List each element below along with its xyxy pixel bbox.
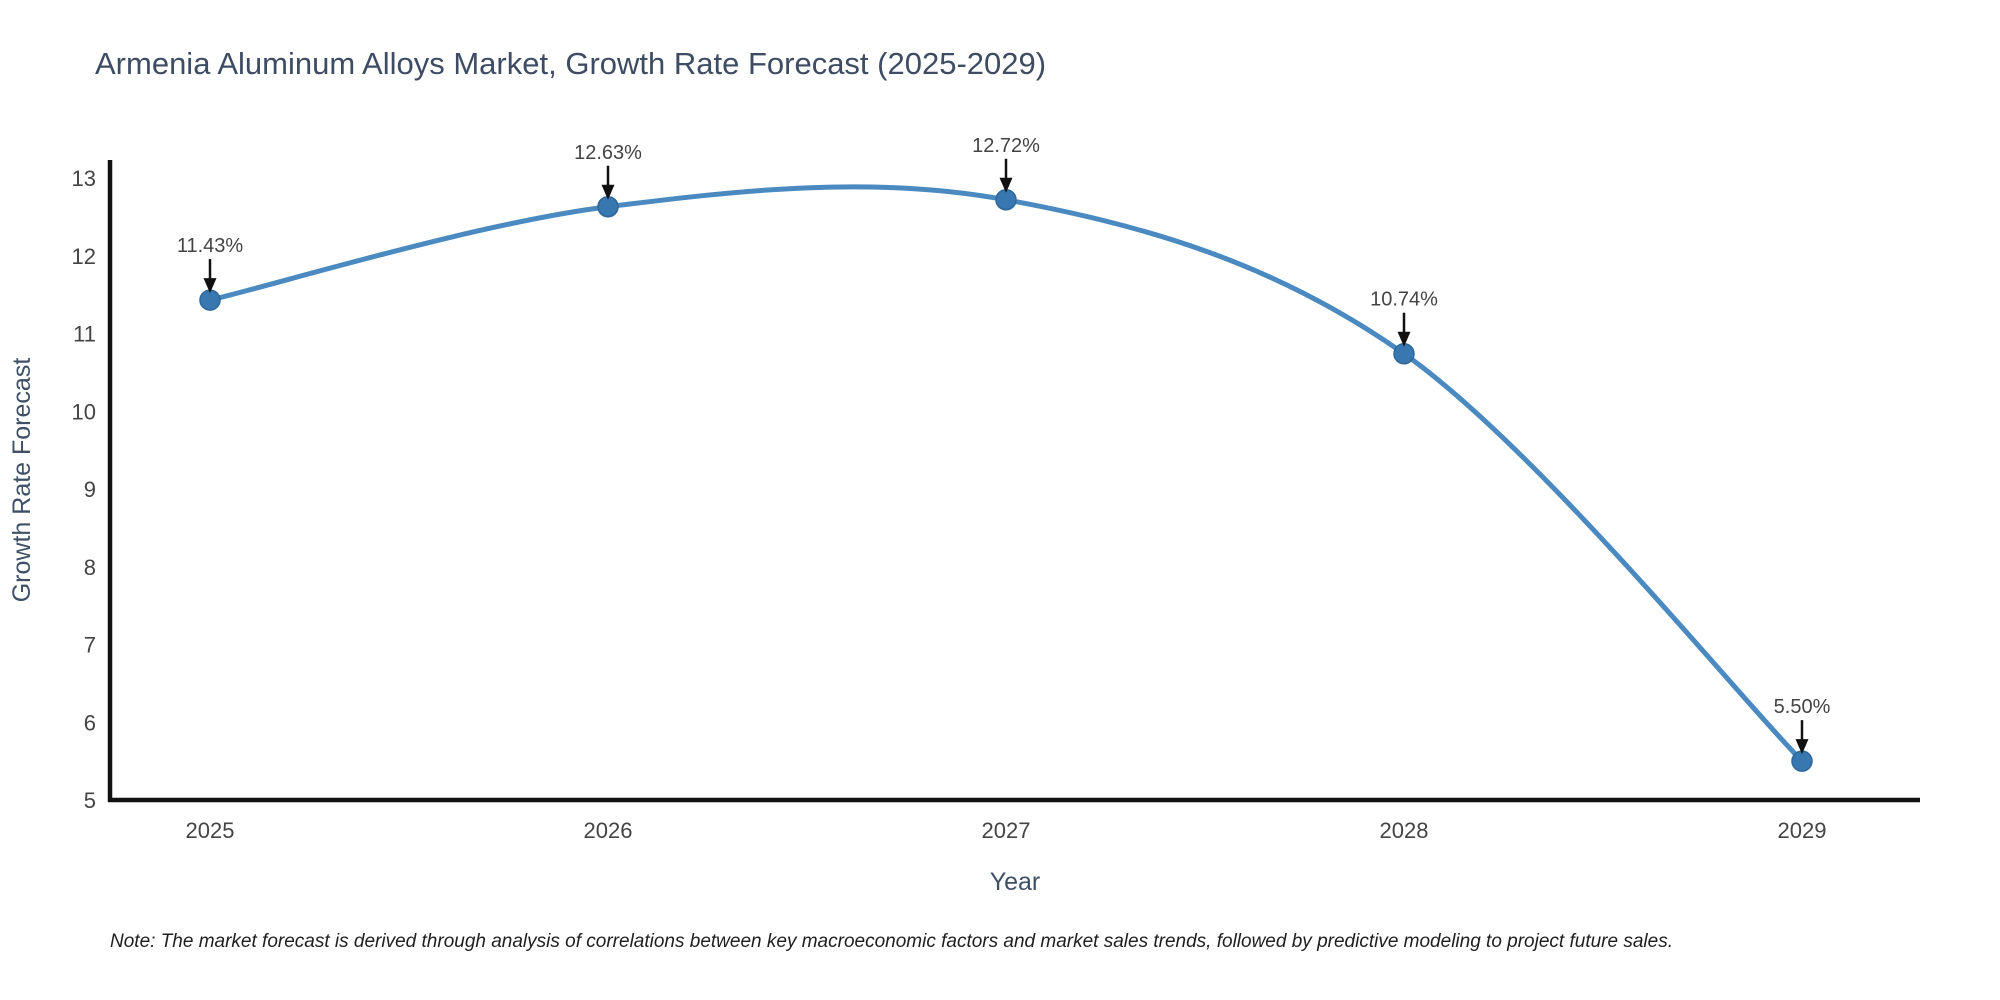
forecast-line (207, 184, 1805, 764)
x-tick-label: 2028 (1380, 818, 1429, 843)
y-tick-label: 13 (72, 166, 96, 191)
chart-title: Armenia Aluminum Alloys Market, Growth R… (95, 46, 1046, 81)
point-annotation-label: 12.72% (972, 135, 1040, 157)
y-tick-label: 12 (72, 244, 96, 269)
point-annotation-label: 10.74% (1370, 289, 1438, 311)
y-tick-label: 9 (84, 477, 96, 502)
annotation-arrowhead (1795, 739, 1809, 755)
y-tick-label: 8 (84, 555, 96, 580)
point-annotation: 12.72% (972, 135, 1040, 193)
annotation-arrowhead (1397, 331, 1411, 347)
annotation-arrowhead (203, 278, 217, 294)
y-tick-label: 5 (84, 788, 96, 813)
x-axis-title: Year (990, 868, 1041, 896)
annotation-arrowhead (601, 184, 615, 200)
point-annotation: 12.63% (574, 142, 642, 200)
x-tick-label: 2025 (186, 818, 235, 843)
point-annotation: 5.50% (1774, 696, 1831, 755)
y-tick-label: 10 (72, 399, 96, 424)
y-axis-title: Growth Rate Forecast (8, 358, 36, 603)
y-tick-label: 6 (84, 710, 96, 735)
footnote: Note: The market forecast is derived thr… (110, 931, 1673, 952)
y-tick-label: 11 (73, 322, 96, 347)
point-annotation-label: 11.43% (177, 235, 244, 257)
x-tick-label: 2026 (584, 818, 633, 843)
annotation-arrowhead (999, 177, 1013, 193)
point-annotation: 10.74% (1370, 289, 1438, 347)
x-tick-label: 2027 (982, 818, 1031, 843)
y-tick-label: 7 (84, 633, 96, 658)
x-tick-label: 2029 (1778, 818, 1827, 843)
plot-area: 5 6 7 8 9 10 11 12 13 2025 2026 2027 2028 2029 11.43% 1… (72, 135, 1920, 843)
point-annotation: 11.43% (177, 235, 244, 294)
point-annotation-label: 5.50% (1774, 696, 1831, 718)
point-annotation-label: 12.63% (574, 142, 642, 164)
